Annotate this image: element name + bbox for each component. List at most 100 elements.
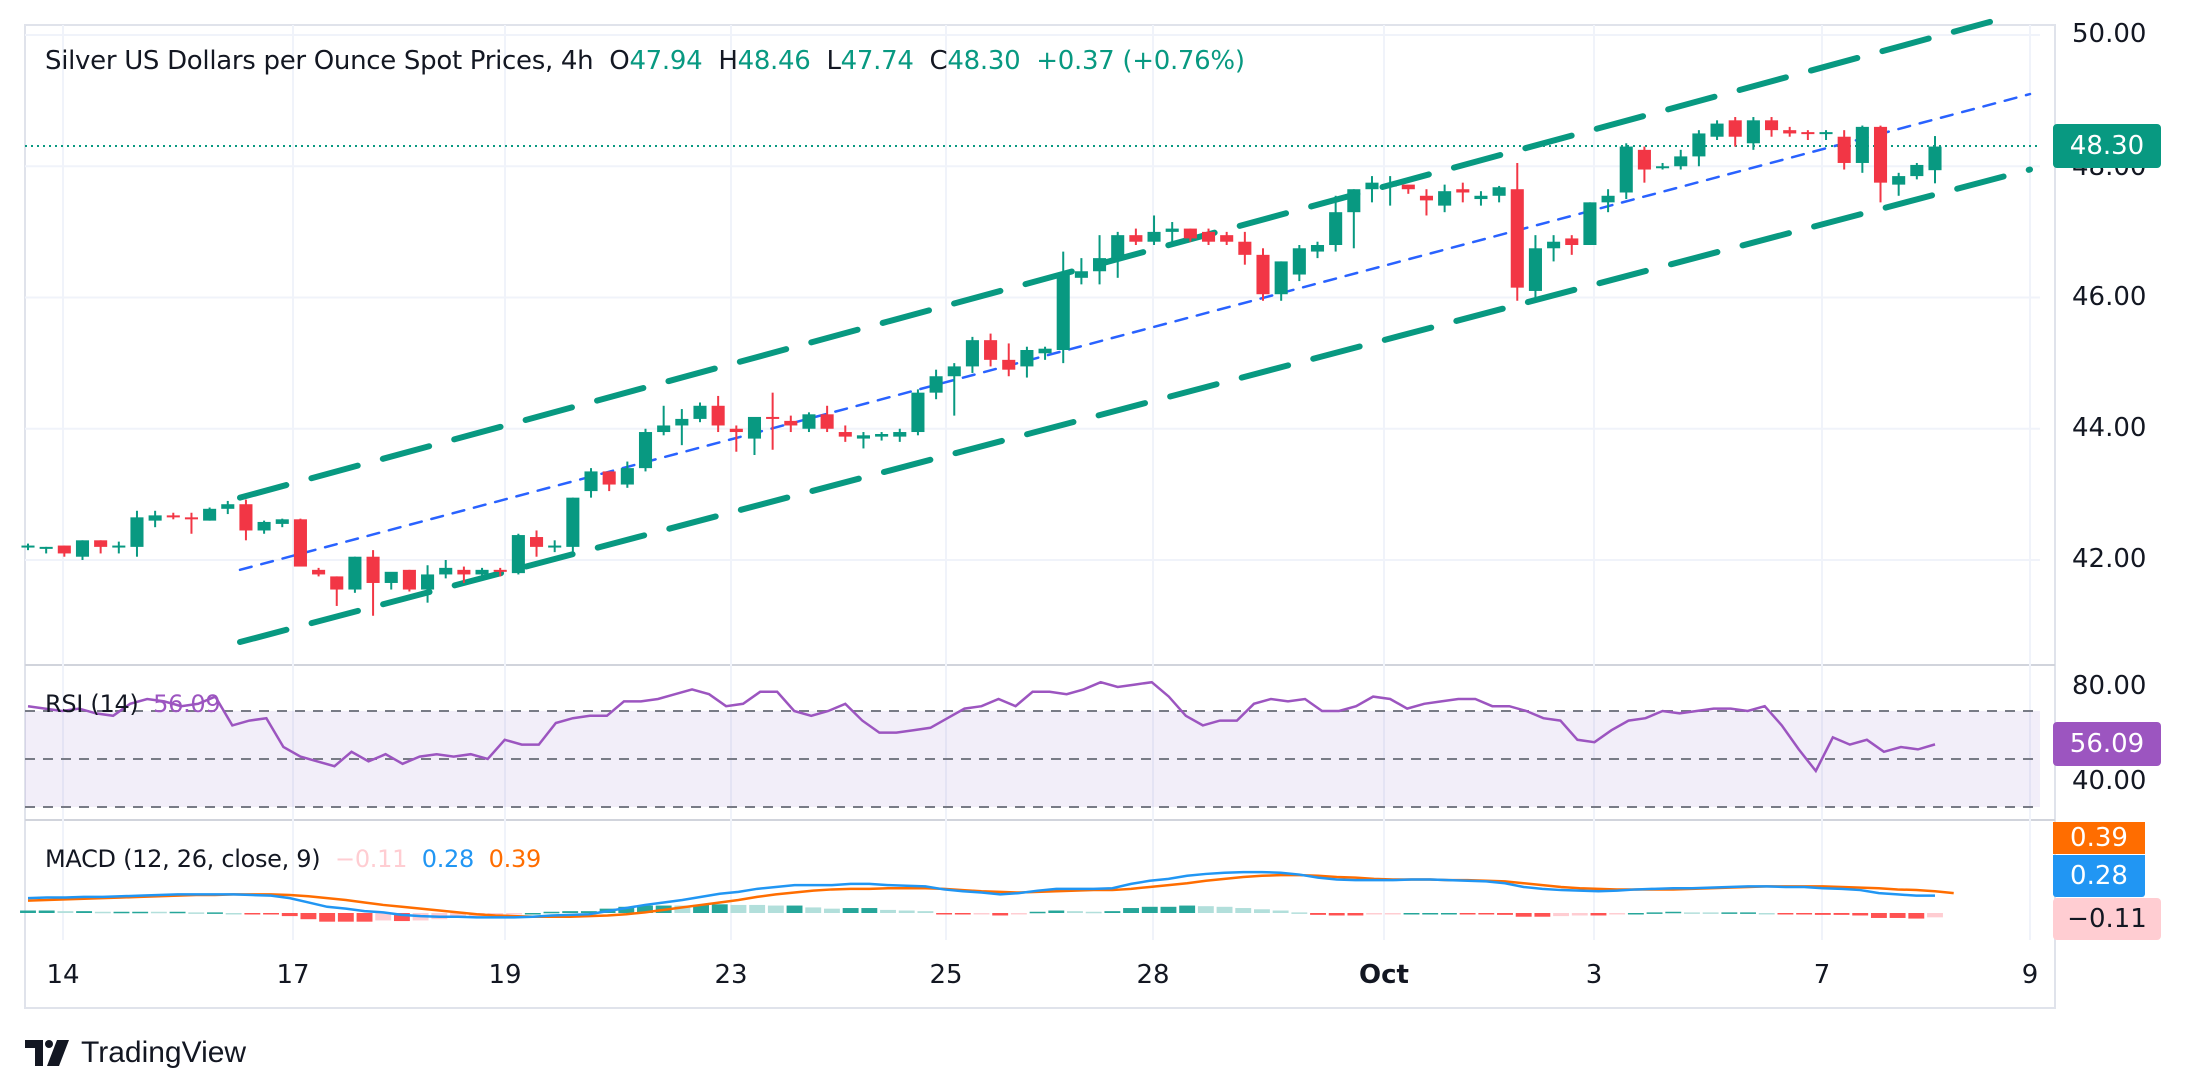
candle-body <box>1310 245 1325 252</box>
candle-body <box>620 468 634 485</box>
candle-body <box>1710 123 1724 137</box>
candle <box>1692 130 1706 167</box>
candle-body <box>1074 271 1088 278</box>
symbol-title: Silver US Dollars per Ounce Spot Prices,… <box>45 46 594 76</box>
candle <box>1201 228 1216 245</box>
candle-body <box>1383 184 1397 187</box>
macd-hist-bar <box>169 911 186 914</box>
change-value: +0.37 (+0.76%) <box>1036 46 1245 76</box>
candle <box>1292 245 1306 282</box>
macd-hist-bar <box>1814 913 1831 915</box>
macd-hist-bar <box>1253 909 1270 913</box>
candle-body <box>1873 126 1888 183</box>
candle-body <box>1256 254 1270 295</box>
macd-hist-bar <box>1758 913 1775 915</box>
candle-body <box>602 471 616 485</box>
candle <box>39 546 53 554</box>
candle <box>1383 176 1397 206</box>
candle <box>893 428 907 442</box>
candle <box>566 497 580 554</box>
high-label: H <box>718 46 738 76</box>
candle <box>693 402 707 423</box>
macd-hist-bar <box>57 911 74 913</box>
macd-hist-bar <box>618 906 635 913</box>
candle <box>166 512 180 520</box>
high-value: 48.46 <box>737 46 811 76</box>
candle <box>203 507 217 521</box>
candle <box>1238 231 1252 265</box>
candle-body <box>784 420 798 426</box>
candle-body <box>1056 274 1070 350</box>
macd-hist-bar <box>580 911 597 913</box>
macd-hist-bar <box>94 911 111 914</box>
candle-body <box>402 569 416 590</box>
channel-mid-line <box>238 92 2032 572</box>
candle-body <box>239 504 253 531</box>
candle <box>584 468 598 498</box>
candle-body <box>1165 228 1179 232</box>
candle-body <box>1456 189 1470 193</box>
candle <box>711 395 725 433</box>
macd-hist-bar <box>1347 913 1364 916</box>
candle <box>1637 146 1651 183</box>
candle-body <box>75 540 90 557</box>
candle-body <box>1547 241 1561 249</box>
candle <box>947 363 961 416</box>
candle <box>402 569 416 592</box>
macd-hist-bar <box>1646 912 1663 914</box>
candle <box>1111 231 1125 278</box>
rsi-line <box>27 680 1936 774</box>
macd-hist-bar <box>562 911 579 913</box>
candle-body <box>584 471 598 492</box>
date-label-17: 17 <box>276 960 310 990</box>
candle-body <box>130 517 144 547</box>
candle-body <box>911 392 925 433</box>
candle-body <box>1746 120 1760 144</box>
candle <box>1310 241 1325 259</box>
macd-hist-bar <box>356 913 373 922</box>
macd-hist-bar <box>20 910 36 913</box>
date-label-oct: Oct <box>1359 960 1409 990</box>
macd-hist-bar <box>1927 913 1943 918</box>
candle-body <box>166 515 180 518</box>
macd-hist-bar <box>749 904 766 913</box>
macd-hist-bar <box>1366 913 1383 915</box>
candle-body <box>293 519 307 567</box>
candle <box>1256 248 1270 301</box>
macd-hist-bar <box>1777 913 1794 915</box>
candle-body <box>1002 359 1016 370</box>
candle <box>820 405 834 433</box>
candle-body <box>1619 146 1633 193</box>
candle-body <box>566 497 580 547</box>
candle <box>112 541 126 554</box>
candle-body <box>947 366 961 377</box>
candle <box>602 471 616 492</box>
macd-hist-bar <box>711 904 728 913</box>
macd-hist-bar <box>1422 913 1439 915</box>
candle-body <box>820 414 834 429</box>
candle-body <box>1220 235 1234 242</box>
candle <box>148 510 162 528</box>
candle-body <box>1111 235 1125 259</box>
low-label: L <box>826 46 841 76</box>
date-label-14: 14 <box>46 960 80 990</box>
candle <box>1710 120 1724 140</box>
macd-hist-bar <box>1440 913 1457 915</box>
macd-hist-bar <box>1870 913 1887 918</box>
macd-hist-bar <box>1459 913 1476 915</box>
macd-hist-bar <box>1571 913 1588 916</box>
candle-body <box>1855 126 1869 163</box>
macd-hist-bar <box>1085 911 1102 914</box>
macd-hist-bar <box>1684 912 1700 914</box>
macd-hist-bar <box>898 910 915 913</box>
macd-hist-bar <box>1235 908 1252 913</box>
candle-body <box>1147 231 1161 242</box>
candle-body <box>984 340 998 360</box>
candle-body <box>1274 261 1288 295</box>
macd-hist-bar <box>637 905 653 913</box>
tradingview-brand[interactable]: TradingView <box>25 1036 246 1070</box>
macd-label: MACD (12, 26, close, 9) <box>45 845 321 873</box>
candle <box>1274 261 1288 301</box>
candle <box>729 425 743 452</box>
